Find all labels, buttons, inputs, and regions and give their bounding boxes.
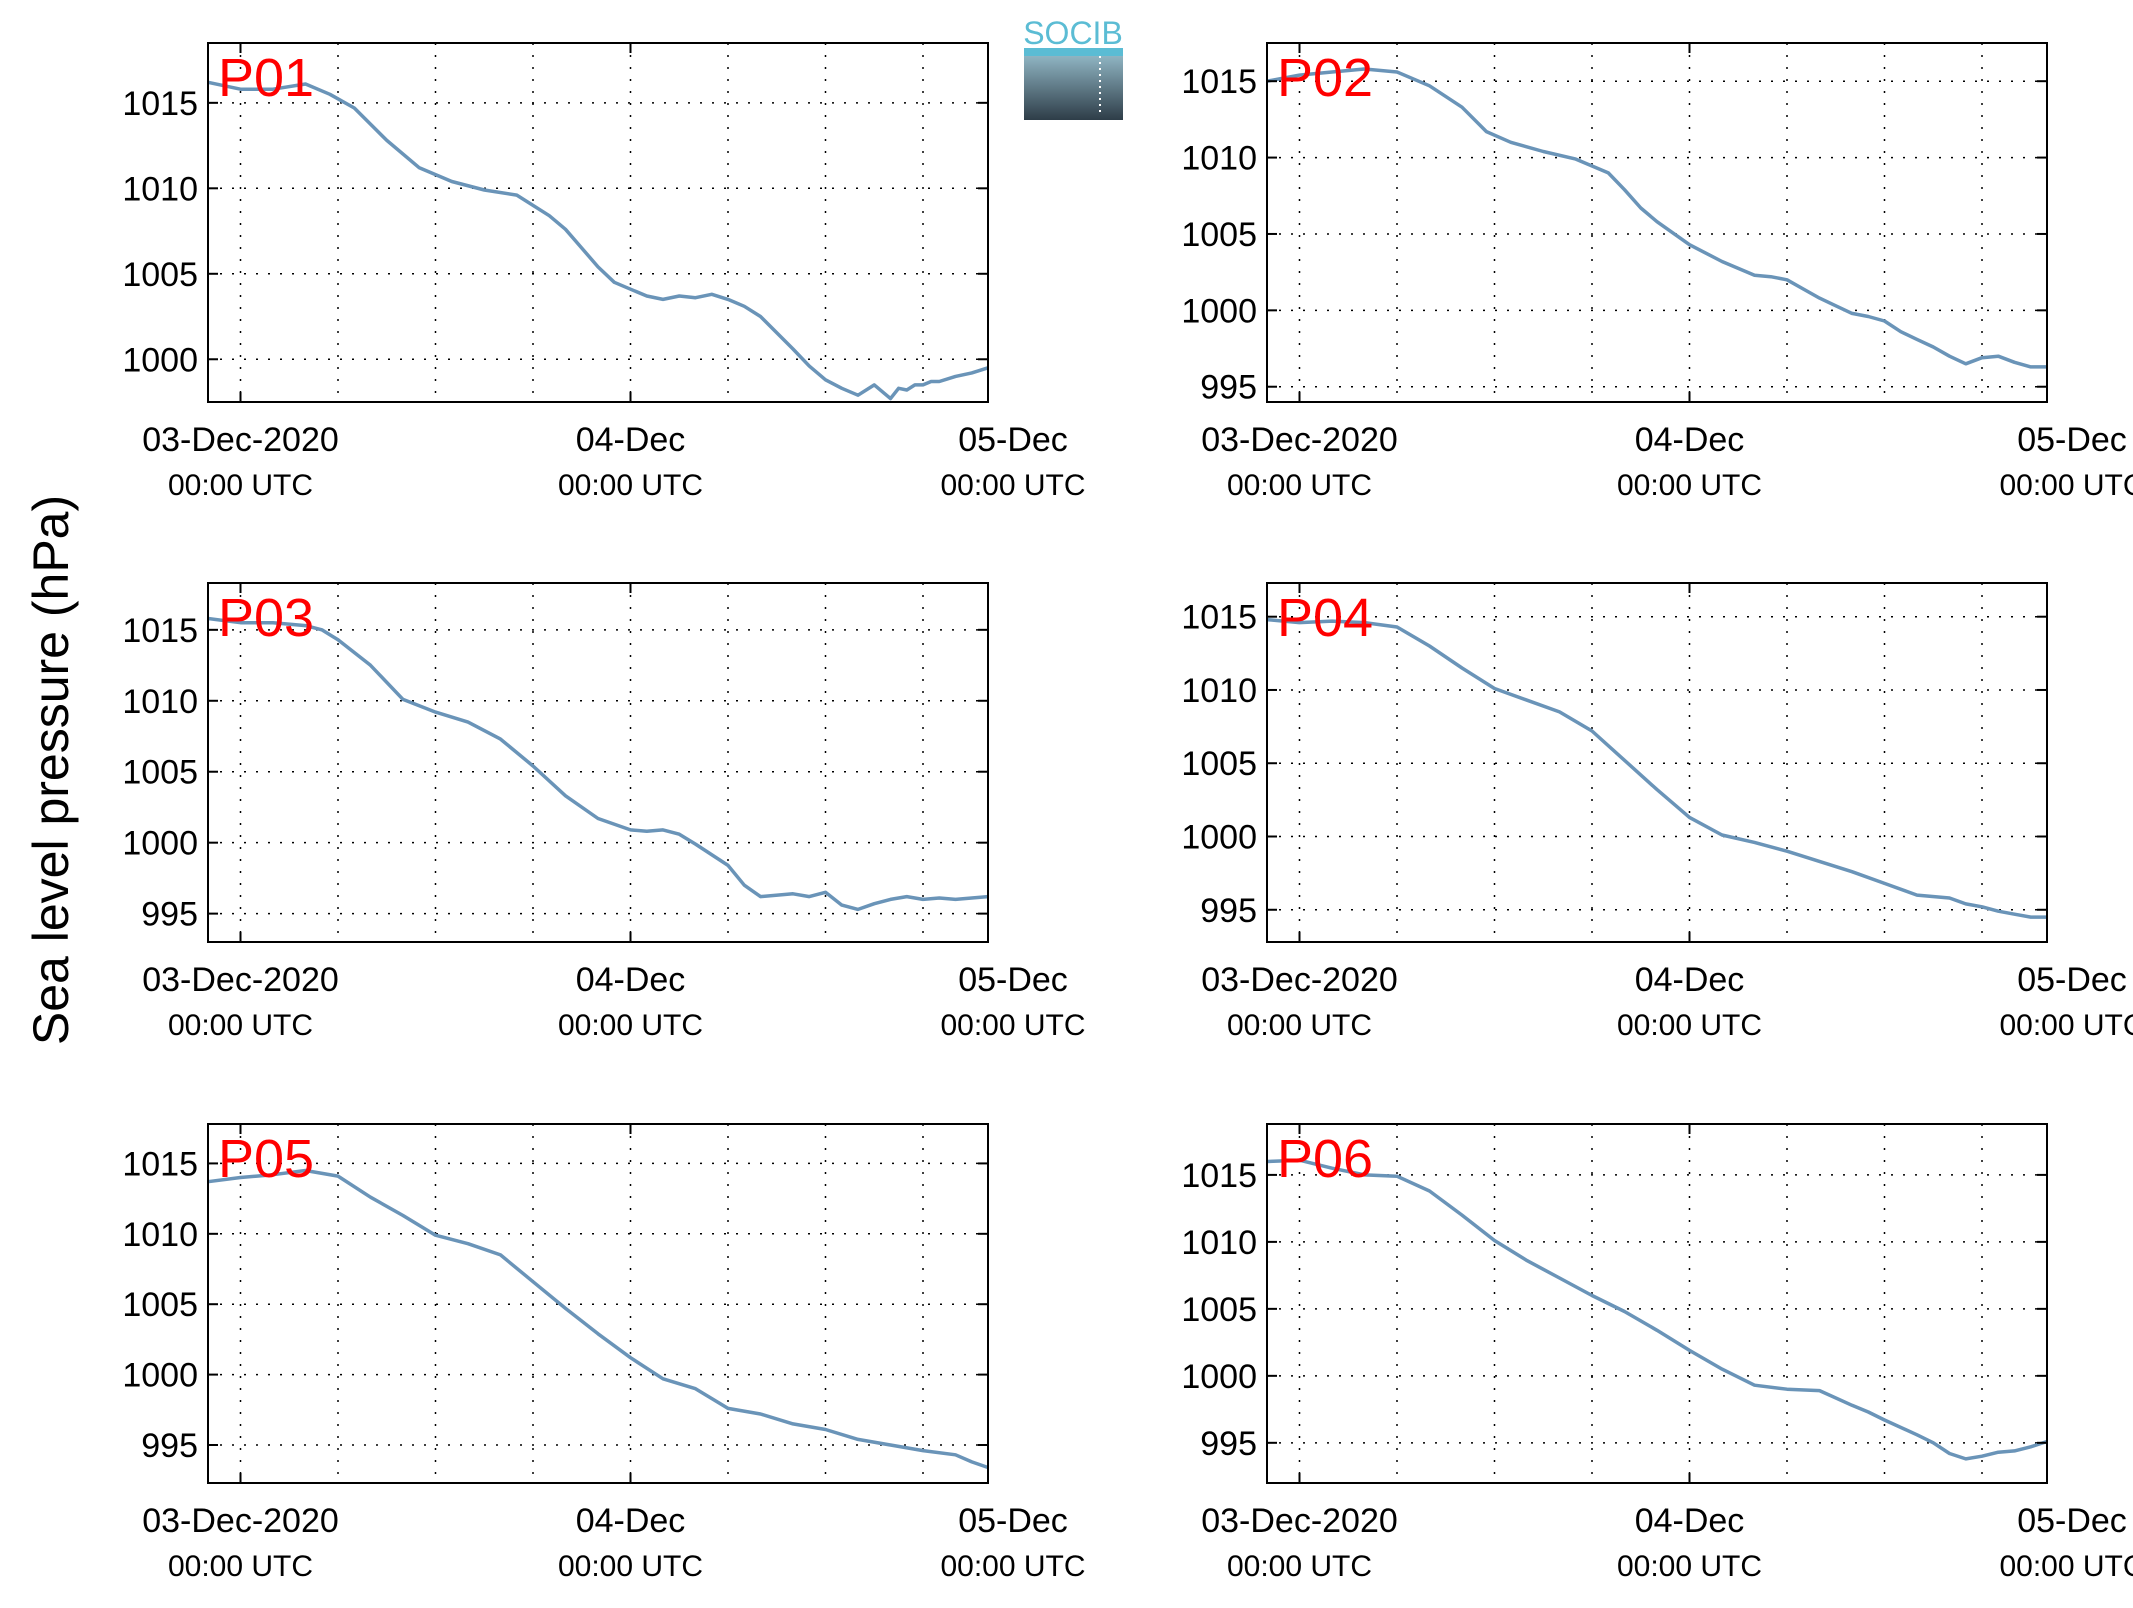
panel-label: P03 — [218, 588, 314, 648]
y-tick-label: 1010 — [122, 683, 198, 721]
pressure-series-line — [207, 616, 989, 912]
pressure-series-line — [1266, 1158, 2048, 1461]
x-tick-label-date: 03-Dec-2020 — [142, 961, 339, 999]
panel-label: P01 — [218, 48, 314, 108]
y-tick-label: 1005 — [1181, 216, 1257, 254]
x-tick-label-date: 04-Dec — [576, 1502, 686, 1540]
x-tick-label-date: 05-Dec — [2017, 1502, 2127, 1540]
chart-panel-p02: 995 1000 1005 1010 1015 03-Dec-2020 00:00 UTC 0… — [1181, 42, 2133, 502]
y-axis-label: Sea level pressure (hPa) — [23, 495, 79, 1045]
x-tick-label-date: 03-Dec-2020 — [1201, 1502, 1398, 1540]
x-tick-label-time: 00:00 UTC — [168, 1009, 313, 1042]
y-tick-label: 1005 — [1181, 1291, 1257, 1329]
x-tick-label-date: 04-Dec — [1635, 421, 1745, 459]
x-tick-label-time: 00:00 UTC — [1999, 1550, 2133, 1583]
chart-panel-p04: 995 1000 1005 1010 1015 03-Dec-2020 00:00 UTC 0… — [1181, 582, 2133, 1042]
x-tick-label-date: 04-Dec — [1635, 961, 1745, 999]
x-tick-label-time: 00:00 UTC — [168, 469, 313, 502]
x-tick-label-date: 05-Dec — [958, 1502, 1068, 1540]
panel-label: P02 — [1277, 48, 1373, 108]
x-tick-label-time: 00:00 UTC — [1227, 469, 1372, 502]
x-tick-label-time: 00:00 UTC — [940, 469, 1085, 502]
panel-label: P05 — [218, 1129, 314, 1189]
y-tick-label: 1000 — [122, 341, 198, 379]
x-tick-label-date: 03-Dec-2020 — [142, 1502, 339, 1540]
x-tick-label-time: 00:00 UTC — [1617, 1550, 1762, 1583]
x-tick-label-time: 00:00 UTC — [1999, 469, 2133, 502]
y-tick-label: 1015 — [1181, 599, 1257, 637]
y-tick-label: 995 — [1200, 369, 1257, 407]
x-tick-label-time: 00:00 UTC — [168, 1550, 313, 1583]
x-tick-label-time: 00:00 UTC — [1617, 1009, 1762, 1042]
axes-frame — [1266, 1123, 2048, 1484]
axes-frame — [1266, 582, 2048, 943]
x-tick-label-time: 00:00 UTC — [1227, 1009, 1372, 1042]
y-tick-label: 1000 — [122, 1357, 198, 1395]
y-tick-label: 1000 — [1181, 1358, 1257, 1396]
y-tick-label: 1005 — [122, 1286, 198, 1324]
y-tick-label: 1015 — [1181, 1157, 1257, 1195]
y-tick-label: 1010 — [1181, 672, 1257, 710]
axes-frame — [1266, 42, 2048, 403]
x-tick-label-date: 05-Dec — [958, 421, 1068, 459]
x-tick-label-date: 04-Dec — [576, 421, 686, 459]
x-tick-label-time: 00:00 UTC — [1227, 1550, 1372, 1583]
axes-frame — [207, 1123, 989, 1484]
y-tick-label: 995 — [1200, 892, 1257, 930]
socib-logo-band — [1024, 48, 1123, 56]
chart-panel-p05: 995 1000 1005 1010 1015 03-Dec-2020 00:00 UTC 0… — [122, 1123, 1086, 1583]
x-tick-label-time: 00:00 UTC — [940, 1009, 1085, 1042]
chart-panel-p06: 995 1000 1005 1010 1015 03-Dec-2020 00:00 UTC 0… — [1181, 1123, 2133, 1583]
y-tick-label: 1010 — [1181, 140, 1257, 178]
y-tick-label: 1010 — [122, 170, 198, 208]
panel-label: P04 — [1277, 588, 1373, 648]
y-tick-label: 1015 — [1181, 63, 1257, 101]
socib-logo-text: SOCIB — [1023, 15, 1123, 51]
y-tick-label: 995 — [141, 1427, 198, 1465]
pressure-series-line — [1266, 617, 2047, 919]
x-tick-label-time: 00:00 UTC — [1617, 469, 1762, 502]
x-tick-label-date: 05-Dec — [2017, 421, 2127, 459]
socib-logo: SOCIB — [1023, 15, 1123, 120]
y-tick-label: 1005 — [122, 256, 198, 294]
x-tick-label-date: 03-Dec-2020 — [1201, 961, 1398, 999]
axes-frame — [207, 582, 989, 943]
x-tick-label-date: 05-Dec — [958, 961, 1068, 999]
x-tick-label-date: 04-Dec — [1635, 1502, 1745, 1540]
y-tick-label: 1005 — [1181, 745, 1257, 783]
x-tick-label-date: 03-Dec-2020 — [1201, 421, 1398, 459]
y-tick-label: 1000 — [1181, 292, 1257, 330]
x-tick-label-date: 04-Dec — [576, 961, 686, 999]
panel-label: P06 — [1277, 1129, 1373, 1189]
axes-frame — [207, 42, 989, 403]
y-tick-label: 995 — [1200, 1425, 1257, 1463]
x-tick-label-time: 00:00 UTC — [1999, 1009, 2133, 1042]
y-tick-label: 1005 — [122, 754, 198, 792]
pressure-series-line — [207, 1168, 989, 1470]
y-tick-label: 1000 — [1181, 818, 1257, 856]
x-tick-label-time: 00:00 UTC — [558, 1009, 703, 1042]
y-tick-label: 1015 — [122, 1145, 198, 1183]
x-tick-label-date: 05-Dec — [2017, 961, 2127, 999]
pressure-series-line — [207, 80, 989, 401]
chart-panel-p03: 995 1000 1005 1010 1015 03-Dec-2020 00:00 UTC 0… — [122, 582, 1086, 1042]
y-tick-label: 1015 — [122, 85, 198, 123]
y-tick-label: 1010 — [122, 1216, 198, 1254]
chart-panel-p01: 1000 1005 1010 1015 03-Dec-2020 00:00 UTC 04-D… — [122, 42, 1086, 502]
y-tick-label: 1015 — [122, 612, 198, 650]
y-tick-label: 1010 — [1181, 1224, 1257, 1262]
pressure-series-line — [1266, 67, 2047, 369]
socib-logo-block — [1024, 56, 1123, 120]
y-tick-label: 1000 — [122, 825, 198, 863]
x-tick-label-time: 00:00 UTC — [940, 1550, 1085, 1583]
y-tick-label: 995 — [141, 896, 198, 934]
x-tick-label-time: 00:00 UTC — [558, 1550, 703, 1583]
x-tick-label-date: 03-Dec-2020 — [142, 421, 339, 459]
x-tick-label-time: 00:00 UTC — [558, 469, 703, 502]
